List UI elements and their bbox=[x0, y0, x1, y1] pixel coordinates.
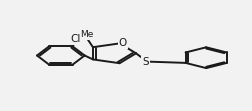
Text: Cl: Cl bbox=[70, 34, 80, 44]
Text: S: S bbox=[142, 56, 149, 66]
Text: O: O bbox=[118, 38, 127, 48]
Text: Me: Me bbox=[80, 30, 93, 39]
